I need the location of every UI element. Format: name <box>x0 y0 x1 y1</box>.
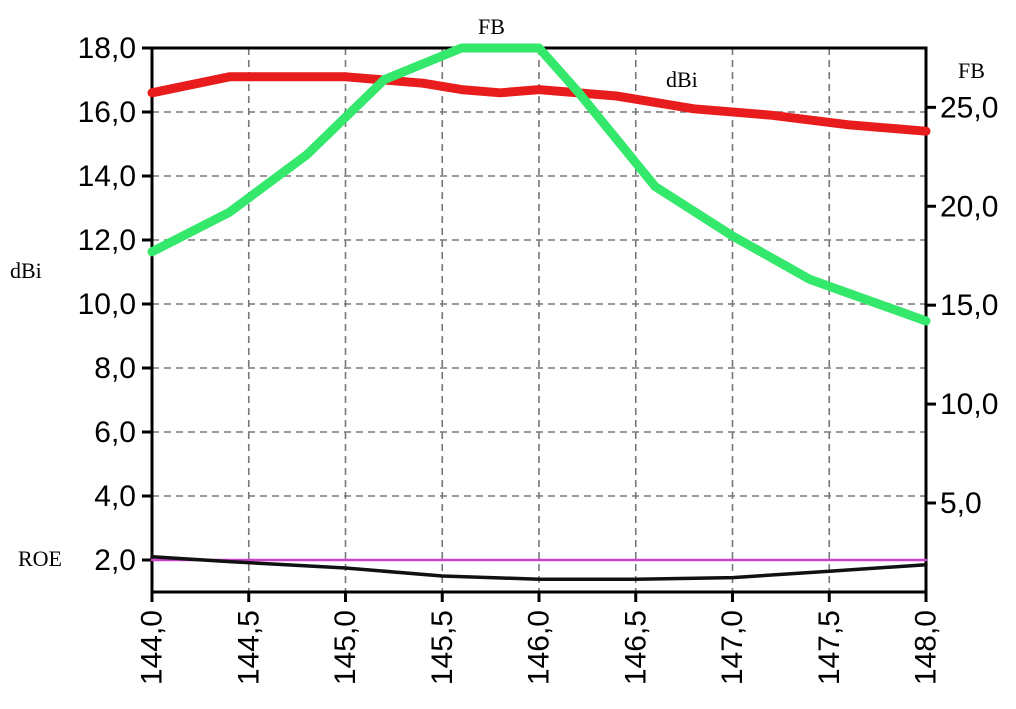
x-tick-label: 144,0 <box>136 610 169 685</box>
fb-series-label: FB <box>478 14 505 39</box>
left-tick-label: 4,0 <box>94 480 136 513</box>
dbi-line <box>147 72 931 136</box>
x-tick-label: 147,0 <box>716 610 749 685</box>
x-tick-label: 148,0 <box>910 610 943 685</box>
x-tick-label: 146,0 <box>523 610 556 685</box>
left-tick-label: 18,0 <box>78 32 136 65</box>
right-tick-label: 20,0 <box>940 190 998 223</box>
left-tick-label: 8,0 <box>94 352 136 385</box>
grid-lines <box>152 48 926 592</box>
dbi-series-label: dBi <box>666 67 698 92</box>
fb-line <box>147 43 931 326</box>
x-tick-label: 146,5 <box>619 610 652 685</box>
right-tick-label: 5,0 <box>940 487 982 520</box>
left-tick-label: 6,0 <box>94 416 136 449</box>
left-tick-label: 16,0 <box>78 96 136 129</box>
x-tick-label: 147,5 <box>813 610 846 685</box>
tick-labels: 2,0 4,0 6,0 8,0 10,0 12,0 14,0 16,0 18,0 5,0 10,0 1… <box>78 32 999 685</box>
right-tick-label: 10,0 <box>940 388 998 421</box>
series-layer <box>147 43 931 581</box>
left-tick-label: 12,0 <box>78 224 136 257</box>
x-tick-label: 144,5 <box>232 610 265 685</box>
axis-ticks <box>142 46 936 602</box>
roe-label: ROE <box>18 546 62 571</box>
right-tick-label: 15,0 <box>940 289 998 322</box>
x-tick-label: 145,5 <box>426 610 459 685</box>
roe-line <box>150 555 928 581</box>
left-tick-label: 2,0 <box>94 544 136 577</box>
x-tick-label: 145,0 <box>329 610 362 685</box>
right-tick-label: 25,0 <box>940 91 998 124</box>
left-tick-label: 14,0 <box>78 160 136 193</box>
left-tick-label: 10,0 <box>78 288 136 321</box>
left-axis-label: dBi <box>10 258 42 283</box>
right-axis-label: FB <box>958 58 985 83</box>
